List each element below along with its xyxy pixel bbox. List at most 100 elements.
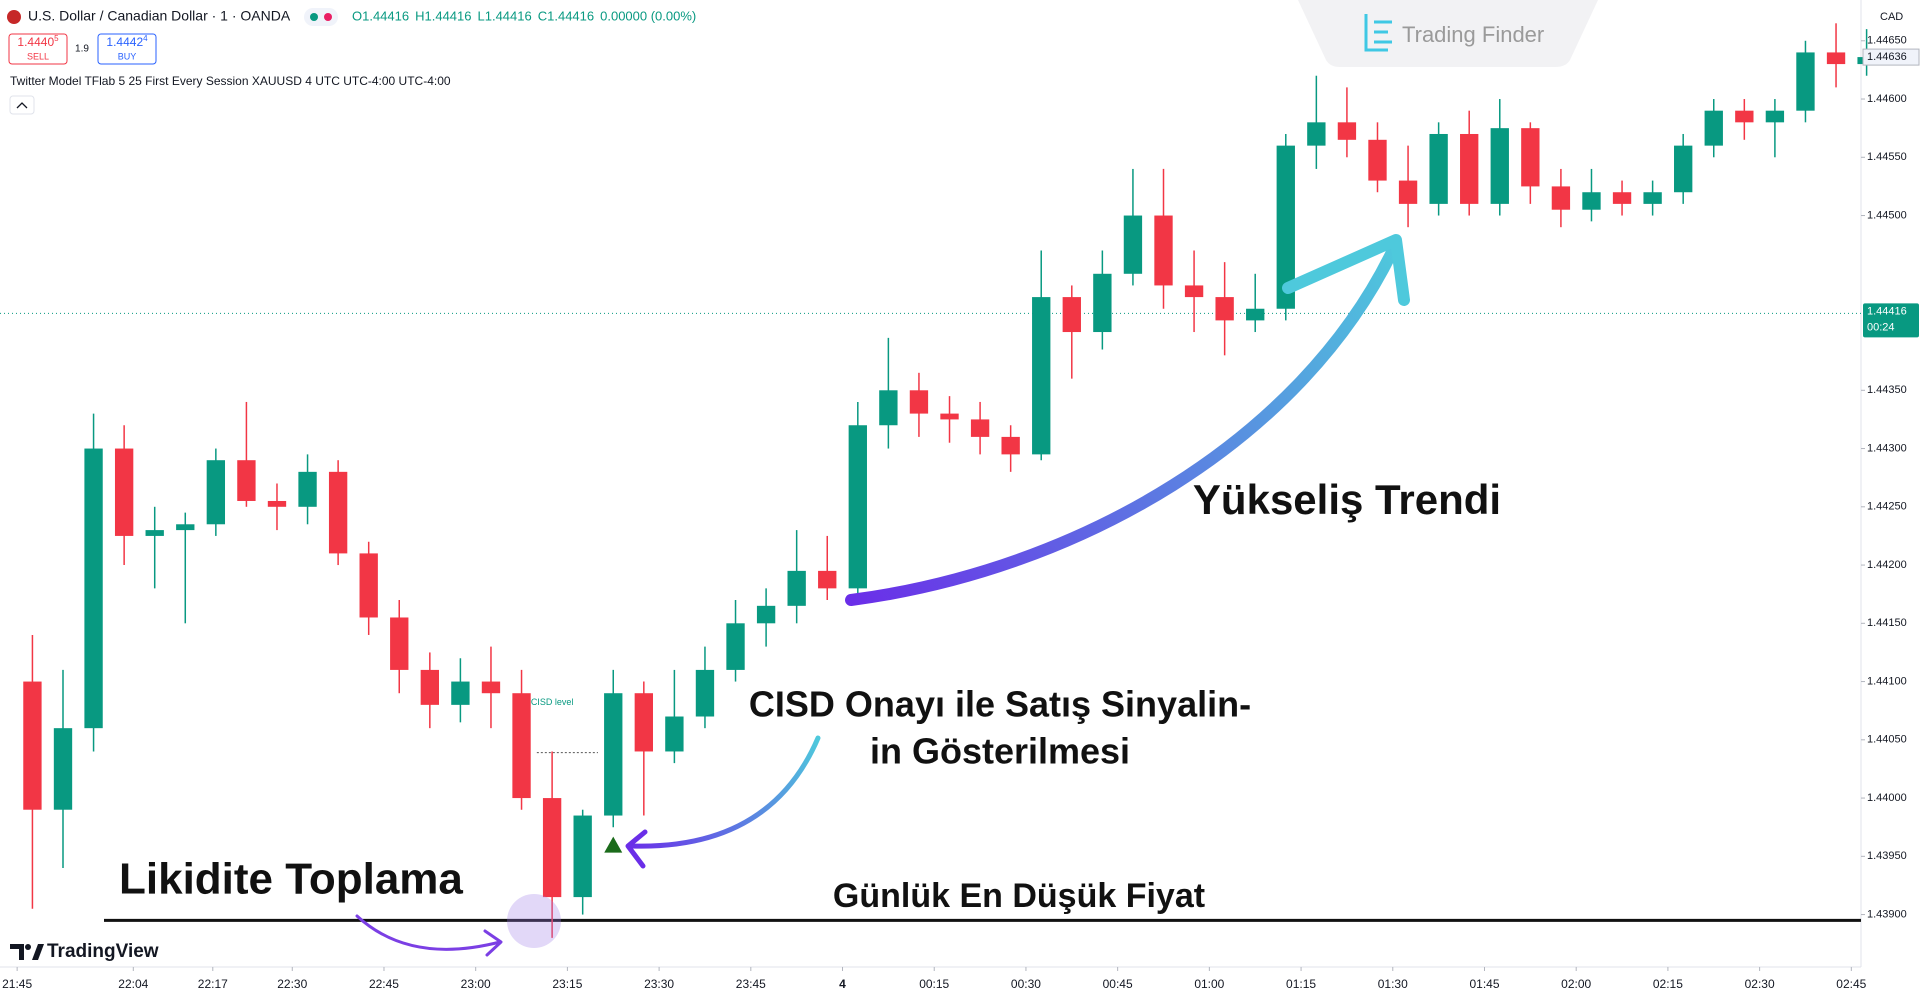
x-tick-label: 23:30 xyxy=(644,977,674,991)
x-tick-label: 22:30 xyxy=(277,977,307,991)
annotation-liquidity: Likidite Toplama xyxy=(119,855,463,904)
watermark-logo xyxy=(1364,14,1392,52)
candle-body xyxy=(1215,297,1234,321)
y-tick-label: 1.44200 xyxy=(1867,559,1907,571)
sell-label[interactable]: SELL xyxy=(27,51,49,61)
price-axis-panel xyxy=(1861,0,1920,996)
symbol-title: U.S. Dollar / Canadian Dollar · 1 · OAND… xyxy=(28,8,291,24)
candle-body xyxy=(512,693,531,799)
y-tick-label: 1.44100 xyxy=(1867,675,1907,687)
ohlc-value: C1.44416 xyxy=(538,8,594,23)
x-tick-label: 00:15 xyxy=(919,977,949,991)
candle-body xyxy=(542,798,562,898)
candle-body xyxy=(879,390,898,426)
high-price-label: 1.44636 xyxy=(1867,51,1907,63)
sell-price-main[interactable]: 1.4440 xyxy=(17,35,54,49)
candle-body xyxy=(604,693,623,816)
ohlc-value: H1.44416 xyxy=(415,8,471,23)
buy-price[interactable]: 1.44424 xyxy=(106,34,148,49)
x-tick-label: 01:45 xyxy=(1469,977,1499,991)
candle-body xyxy=(1674,145,1693,193)
candle-body xyxy=(787,570,806,606)
candle-body xyxy=(53,728,73,810)
candle-body xyxy=(206,460,226,525)
y-tick-label: 1.44650 xyxy=(1867,35,1907,47)
cisd-arrow-head xyxy=(625,829,648,869)
candle-body xyxy=(634,693,653,752)
x-tick-label: 02:30 xyxy=(1745,977,1775,991)
countdown-label: 00:24 xyxy=(1867,321,1895,333)
candle-body xyxy=(1398,180,1418,204)
collapse-icon[interactable] xyxy=(16,102,28,109)
y-tick-label: 1.44150 xyxy=(1867,617,1907,629)
y-tick-label: 1.44350 xyxy=(1867,384,1907,396)
x-tick-label: 01:30 xyxy=(1378,977,1408,991)
x-tick-label: 00:30 xyxy=(1011,977,1041,991)
x-tick-label: 22:04 xyxy=(118,977,148,991)
x-tick-label: 4 xyxy=(839,977,846,991)
candle-body xyxy=(665,716,684,752)
sell-button[interactable] xyxy=(8,33,68,65)
x-tick-label: 02:15 xyxy=(1653,977,1683,991)
candle-body xyxy=(1826,52,1846,65)
y-tick-label: 1.44250 xyxy=(1867,501,1907,513)
buy-label[interactable]: BUY xyxy=(118,51,137,61)
annotation-trend: Yükseliş Trendi xyxy=(1193,476,1501,523)
candle-body xyxy=(451,681,470,705)
trend-arrow-head xyxy=(1282,234,1410,306)
candle-body xyxy=(237,460,256,501)
candle-body xyxy=(1001,436,1020,455)
x-tick-label: 22:45 xyxy=(369,977,399,991)
candle-body xyxy=(1521,128,1540,187)
candle-body xyxy=(1276,145,1295,309)
candle-body xyxy=(1184,285,1204,298)
candle-body xyxy=(970,419,990,437)
ohlc-value: L1.44416 xyxy=(478,8,532,23)
sell-price[interactable]: 1.44405 xyxy=(17,34,59,49)
candle-body xyxy=(1246,308,1265,321)
cisd-level-label: CISD level xyxy=(531,697,574,707)
x-tick-label: 23:45 xyxy=(736,977,766,991)
ohlc-change: 0.00000 (0.00%) xyxy=(600,8,696,23)
brand-logo xyxy=(10,944,44,960)
y-tick-label: 1.44600 xyxy=(1867,93,1907,105)
candle-body xyxy=(756,605,776,624)
candle-body xyxy=(1765,110,1785,123)
candle-body xyxy=(481,681,501,694)
candle-body xyxy=(145,530,164,536)
candle-body xyxy=(1154,215,1173,286)
candle-body xyxy=(267,500,287,507)
candle-body xyxy=(1062,297,1081,333)
candle-body xyxy=(848,425,867,589)
candle-body xyxy=(390,617,409,670)
x-tick-label: 23:15 xyxy=(552,977,582,991)
cisd-arrow xyxy=(629,735,821,849)
currency: CAD xyxy=(1880,11,1903,23)
indicator-legend: Twitter Model TFlab 5 25 First Every Ses… xyxy=(10,74,451,88)
candle-body xyxy=(1582,192,1601,210)
collapse-button[interactable] xyxy=(9,95,35,115)
candle-body xyxy=(1460,133,1479,204)
sell-price-pip[interactable]: 5 xyxy=(54,34,59,43)
signal-marker xyxy=(604,836,623,853)
candle-body xyxy=(940,413,959,420)
y-tick-label: 1.44050 xyxy=(1867,734,1907,746)
candle-body xyxy=(84,448,103,729)
candle-body xyxy=(1093,273,1112,333)
y-tick-label: 1.43950 xyxy=(1867,850,1907,862)
candle-body xyxy=(1643,192,1662,204)
x-tick-label: 02:00 xyxy=(1561,977,1591,991)
candle-body xyxy=(1704,110,1723,146)
candle-body xyxy=(1551,186,1571,210)
buy-button[interactable] xyxy=(97,33,157,65)
buy-price-pip[interactable]: 4 xyxy=(143,34,148,43)
annotation-daily-low: Günlük En Düşük Fiyat xyxy=(833,877,1205,915)
y-tick-label: 1.44550 xyxy=(1867,151,1907,163)
symbol-icon xyxy=(7,10,21,24)
buy-price-main[interactable]: 1.4442 xyxy=(106,35,143,49)
candle-body xyxy=(1032,297,1051,455)
y-tick-label: 1.44300 xyxy=(1867,442,1907,454)
